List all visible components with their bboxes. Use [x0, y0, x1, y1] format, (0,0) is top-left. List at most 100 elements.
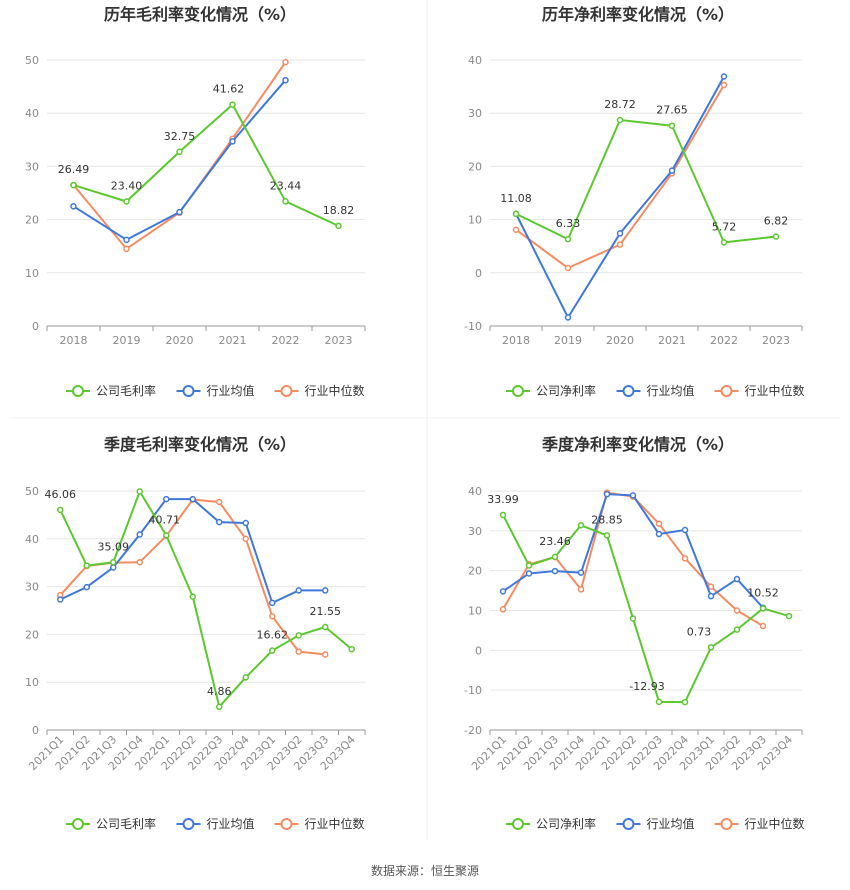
y-tick-label: 40 [25, 107, 39, 120]
data-point-industry-avg [616, 230, 624, 237]
data-point-industry-median [616, 241, 624, 248]
data-point-industry-avg [733, 575, 741, 583]
data-point-industry-avg [163, 495, 170, 503]
data-point-industry-avg [629, 492, 637, 499]
data-point-company [123, 198, 130, 205]
data-point-company [577, 522, 585, 529]
y-tick-label: 20 [25, 628, 39, 641]
data-point-company [733, 626, 741, 633]
data-point-industry-avg [110, 564, 117, 571]
x-tick-label: 2020 [606, 334, 634, 347]
legend-label-industry-median: 行业中位数 [745, 383, 805, 398]
y-tick-label: 0 [32, 320, 39, 333]
legend: 公司净利率 行业均值 行业中位数 [506, 383, 805, 398]
series-line-company [515, 119, 777, 244]
x-tick-label: 2019 [554, 334, 582, 347]
legend-marker-industry-avg [622, 818, 635, 830]
x-tick-label: 2022 [710, 334, 738, 347]
data-point-company [759, 605, 767, 612]
data-point-company [629, 615, 637, 622]
data-point-company [720, 239, 728, 246]
data-label: 23.40 [111, 180, 143, 193]
data-point-industry-avg [57, 596, 64, 603]
chart-1: 历年毛利率变化情况（%） 0 10 20 30 40 50 2018 2019 2020 2021 2… [25, 5, 366, 398]
data-point-industry-median [499, 606, 507, 613]
legend-marker-industry-avg [182, 385, 195, 397]
y-tick-label: 10 [468, 605, 482, 618]
data-point-industry-avg [564, 314, 572, 321]
data-label: 23.46 [539, 535, 571, 548]
y-tick-label: 50 [25, 485, 39, 498]
legend-marker-company [512, 385, 524, 397]
data-point-industry-median [282, 58, 289, 66]
data-point-industry-median [136, 558, 143, 566]
data-point-industry-median [269, 612, 276, 620]
legend-label-industry-avg: 行业均值 [207, 816, 255, 831]
series-line-company [59, 490, 353, 708]
legend-label-company: 公司毛利率 [96, 383, 156, 398]
data-label: 41.62 [213, 83, 245, 96]
data-point-company [269, 647, 276, 654]
legend-label-industry-avg: 行业均值 [207, 383, 255, 398]
series-line-industry-median [72, 61, 287, 250]
data-point-industry-avg [551, 567, 559, 575]
data-label: 23.44 [270, 179, 302, 192]
legend-marker-industry-median [720, 385, 733, 397]
legend-marker-industry-avg [622, 385, 635, 397]
data-point-industry-avg [577, 569, 585, 576]
legend-marker-industry-median [720, 818, 733, 830]
data-point-company [110, 559, 117, 566]
legend: 公司毛利率 行业均值 行业中位数 [66, 383, 365, 398]
y-tick-label: 10 [25, 676, 39, 689]
data-point-company [322, 623, 329, 631]
x-tick-label: 2019 [113, 334, 141, 347]
data-label: 6.33 [556, 217, 581, 230]
data-point-industry-median [707, 583, 715, 590]
data-label: 28.85 [591, 513, 623, 526]
data-point-company [348, 645, 355, 653]
legend-marker-company [512, 818, 524, 830]
data-label: 40.71 [149, 513, 181, 526]
data-label: 27.65 [656, 104, 688, 117]
data-point-industry-avg [681, 526, 689, 534]
y-tick-label: 40 [468, 54, 482, 67]
x-tick-label: 2020 [166, 334, 194, 347]
data-point-industry-median [216, 498, 223, 506]
y-tick-label: 30 [25, 581, 39, 594]
data-point-industry-avg [83, 583, 90, 591]
legend-marker-industry-avg [182, 818, 195, 830]
x-tick-label: 2023 [325, 334, 353, 347]
y-tick-label: 0 [32, 724, 39, 737]
chart-title: 历年净利率变化情况（%） [542, 5, 734, 24]
data-label: 32.75 [164, 130, 196, 143]
data-point-company [785, 612, 793, 620]
data-point-industry-median [720, 81, 728, 89]
data-point-industry-median [564, 264, 572, 272]
y-tick-label: 30 [468, 525, 482, 538]
y-tick-label: -10 [464, 684, 482, 697]
data-point-industry-median [512, 226, 520, 233]
data-point-company [707, 644, 715, 651]
data-point-company [176, 148, 183, 156]
data-point-industry-avg [176, 208, 183, 216]
legend-label-industry-median: 行业中位数 [305, 383, 365, 398]
series-line-industry-median [515, 84, 725, 270]
data-point-company [564, 235, 572, 243]
data-point-industry-avg [707, 592, 715, 600]
x-tick-label: 2022 [272, 334, 300, 347]
y-tick-label: 20 [25, 214, 39, 227]
chart-title: 季度毛利率变化情况（%） [103, 435, 296, 454]
y-tick-label: 30 [468, 107, 482, 120]
data-point-industry-avg [720, 73, 728, 80]
data-point-company [551, 553, 559, 561]
y-tick-label: 0 [475, 644, 482, 657]
legend-label-company: 公司毛利率 [96, 816, 156, 831]
data-point-company [229, 101, 236, 108]
data-point-company [83, 562, 90, 569]
chart-4: 季度净利率变化情况（%）-20-100102030402021Q12021Q22… [464, 435, 804, 831]
x-tick-label: 2023 [762, 334, 790, 347]
data-point-industry-avg [499, 588, 507, 595]
data-point-industry-median [577, 586, 585, 593]
